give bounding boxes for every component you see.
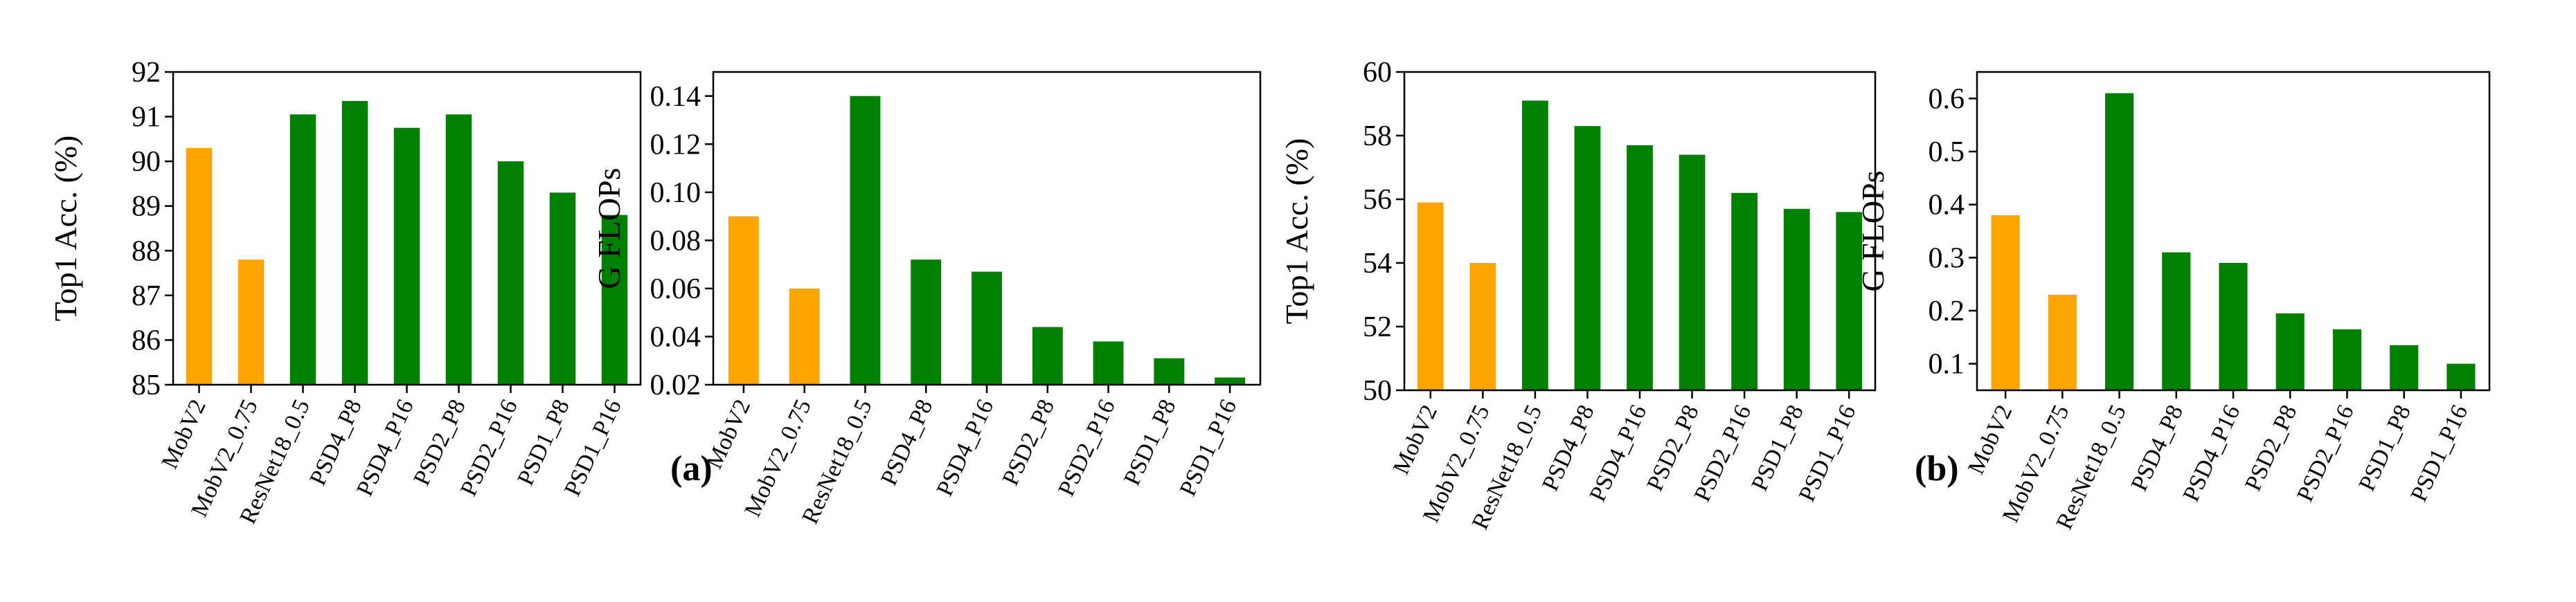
bar	[186, 147, 213, 385]
y-tick-label: 0.4	[1929, 190, 1965, 221]
y-tick-label: 0.12	[650, 129, 701, 161]
bar	[1154, 358, 1185, 385]
bar	[1627, 145, 1653, 391]
x-tick-label: PSD1_P16	[2406, 401, 2474, 506]
x-tick-label: PSD4_P8	[2127, 401, 2188, 495]
bar	[1215, 377, 1246, 385]
bar	[1679, 154, 1706, 390]
bar	[1522, 100, 1548, 390]
y-tick-label: 0.10	[650, 177, 701, 209]
x-tick-label: MobV2	[1963, 401, 2017, 479]
bar	[728, 216, 759, 385]
y-tick-label: 0.14	[650, 81, 701, 113]
y-tick-label: 60	[1363, 57, 1392, 89]
y-tick-label: 91	[132, 102, 161, 134]
y-tick-label: 86	[132, 325, 161, 356]
bar	[2275, 313, 2305, 390]
x-tick-label: PSD4_P16	[2179, 401, 2246, 506]
y-tick-label: 88	[132, 235, 161, 267]
y-tick-label: 89	[132, 191, 161, 223]
y-tick-label: 0.08	[650, 225, 701, 257]
bar	[1469, 263, 1496, 390]
y-tick-label: 0.6	[1929, 83, 1965, 115]
y-tick-label: 58	[1363, 120, 1392, 152]
x-tick-label: PSD2_P8	[2240, 401, 2302, 495]
y-tick-label: 0.5	[1929, 136, 1965, 168]
bar	[2390, 345, 2419, 390]
y-tick-label: 0.02	[650, 370, 701, 401]
bar	[1417, 202, 1444, 390]
bar	[1574, 126, 1601, 390]
y-tick-label: 0.2	[1929, 295, 1965, 327]
bar	[2219, 263, 2248, 390]
bar	[497, 161, 524, 385]
y-tick-label: 90	[132, 146, 161, 178]
bar	[2447, 363, 2476, 390]
bar	[445, 114, 472, 385]
bar	[601, 215, 628, 385]
bar	[2162, 252, 2191, 390]
bar	[2105, 93, 2134, 390]
bar	[289, 114, 316, 385]
bar	[1836, 212, 1863, 390]
bar	[1093, 341, 1124, 385]
y-tick-label: 0.1	[1929, 349, 1965, 381]
bar	[2048, 295, 2077, 390]
bar	[1783, 208, 1810, 390]
bar	[1991, 215, 2020, 390]
bar	[393, 127, 420, 385]
panel-label-b: (b)	[1915, 449, 1959, 489]
y-tick-label: 87	[132, 280, 161, 312]
y-axis-label: Top1 Acc. (%)	[48, 136, 83, 322]
x-tick-label: PSD1_P8	[2354, 401, 2415, 495]
y-tick-label: 54	[1363, 248, 1392, 280]
y-tick-label: 52	[1363, 311, 1392, 343]
bar	[1032, 327, 1063, 385]
bar	[911, 259, 942, 385]
bar	[2332, 329, 2361, 390]
x-tick-label: PSD2_P16	[2292, 401, 2359, 506]
panel-label-a: (a)	[670, 449, 713, 489]
y-tick-label: 92	[132, 57, 161, 89]
y-tick-label: 0.3	[1929, 242, 1965, 274]
y-axis-label: G FLOPs	[591, 167, 627, 289]
bar	[238, 259, 265, 385]
y-tick-label: 0.04	[650, 321, 701, 353]
y-axis-label: G FLOPs	[1855, 170, 1890, 291]
bar	[549, 192, 576, 385]
y-tick-label: 0.06	[650, 273, 701, 305]
y-axis-label: Top1 Acc. (%)	[1279, 138, 1314, 325]
bar	[972, 271, 1002, 385]
y-tick-label: 50	[1363, 375, 1392, 407]
y-tick-label: 85	[132, 370, 161, 401]
y-tick-label: 56	[1363, 184, 1392, 216]
bar	[1731, 192, 1757, 390]
bar	[850, 95, 881, 385]
bar	[789, 288, 820, 385]
bar	[341, 100, 368, 385]
